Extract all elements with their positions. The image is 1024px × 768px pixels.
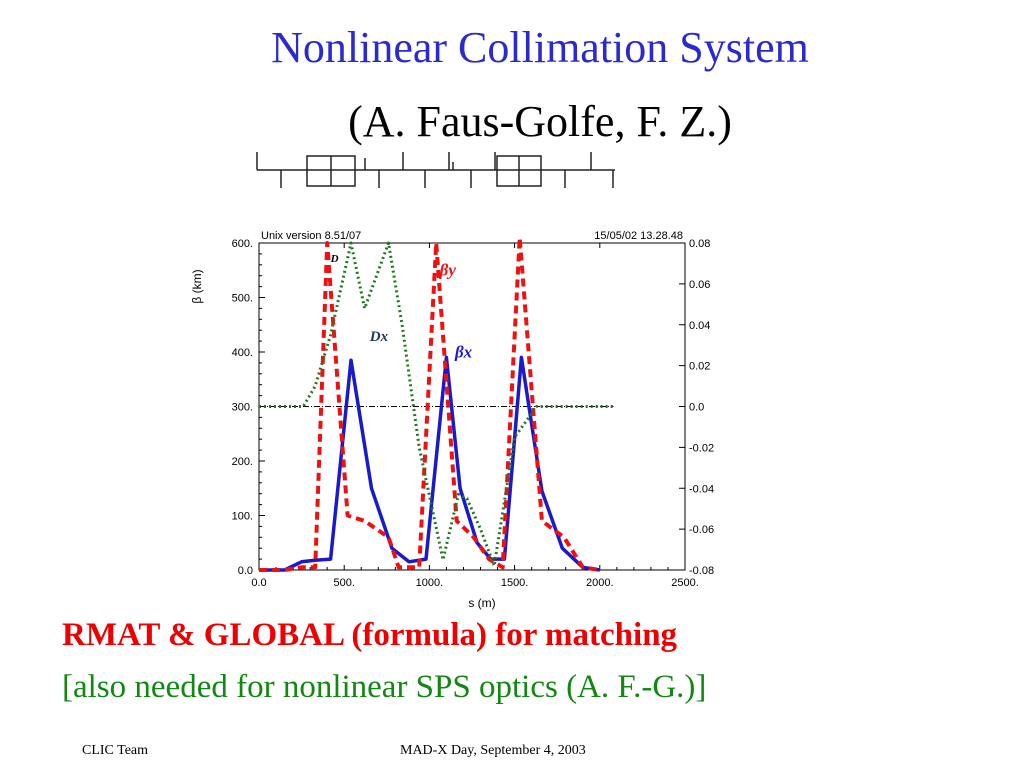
x-tick-label: 2000. bbox=[586, 577, 614, 589]
y2-tick-label: 0.02 bbox=[689, 361, 710, 373]
label-dx: Dx bbox=[369, 329, 389, 345]
x-tick-label: 0.0 bbox=[251, 577, 266, 589]
y-tick-label: 200. bbox=[232, 456, 253, 468]
matching-note: RMAT & GLOBAL (formula) for matching bbox=[62, 617, 678, 653]
chart-header-left: Unix version 8.51/07 bbox=[261, 230, 361, 242]
label-beta-x: βx bbox=[454, 342, 473, 361]
y2-tick-label: 0.04 bbox=[689, 320, 710, 332]
sps-optics-note: [also needed for nonlinear SPS optics (A… bbox=[62, 669, 707, 705]
y2-tick-label: 0.08 bbox=[689, 238, 710, 250]
y-axis-label: β (km) bbox=[190, 269, 204, 303]
x-tick-label: 1500. bbox=[501, 577, 529, 589]
optics-chart: Unix version 8.51/07 15/05/02 13.28.48 0.0… bbox=[190, 230, 714, 610]
y-tick-label: 0.0 bbox=[238, 565, 253, 577]
y2-tick-label: -0.08 bbox=[689, 565, 714, 577]
x-tick-label: 500. bbox=[333, 577, 354, 589]
y-tick-label: 400. bbox=[232, 347, 253, 359]
label-beta-y: βy bbox=[439, 261, 457, 280]
slide-subtitle: (A. Faus-Golfe, F. Z.) bbox=[348, 97, 732, 146]
y2-tick-label: 0.0 bbox=[689, 402, 704, 414]
y2-tick-label: 0.06 bbox=[689, 279, 710, 291]
x-tick-label: 2500. bbox=[671, 577, 699, 589]
y2-tick-label: -0.02 bbox=[689, 442, 714, 454]
y-tick-label: 300. bbox=[232, 402, 253, 414]
series-line-2 bbox=[259, 241, 614, 568]
x-tick-label: 1000. bbox=[416, 577, 444, 589]
y2-tick-label: -0.04 bbox=[689, 483, 714, 495]
x-axis-label: s (m) bbox=[468, 596, 495, 610]
footer-center: MAD-X Day, September 4, 2003 bbox=[400, 743, 586, 758]
chart-series bbox=[259, 235, 614, 572]
lattice-diagram bbox=[256, 152, 615, 188]
label-d: D bbox=[330, 253, 339, 265]
series-line-1 bbox=[259, 235, 601, 572]
y-tick-label: 500. bbox=[232, 293, 253, 305]
y2-tick-label: -0.06 bbox=[689, 524, 714, 536]
chart-header-right: 15/05/02 13.28.48 bbox=[594, 230, 683, 242]
y-tick-label: 600. bbox=[232, 238, 253, 250]
series-line-0 bbox=[259, 355, 601, 572]
slide-title: Nonlinear Collimation System bbox=[271, 23, 809, 72]
y-tick-label: 100. bbox=[232, 511, 253, 523]
footer-left: CLIC Team bbox=[82, 743, 149, 758]
chart-labels: Unix version 8.51/07 15/05/02 13.28.48 0.0… bbox=[190, 230, 714, 610]
